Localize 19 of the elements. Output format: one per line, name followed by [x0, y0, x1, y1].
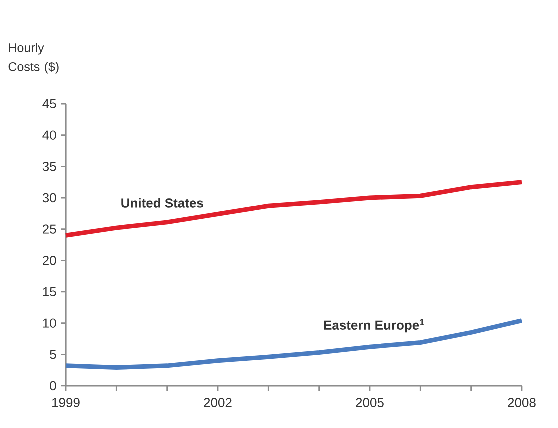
y-tick-label: 40: [42, 130, 56, 140]
x-tick-label: 2008: [508, 398, 536, 408]
series-label: United States: [122, 198, 204, 208]
series-label: Eastern Europe$^{1}$: [324, 319, 424, 333]
y-tick-label: 5: [50, 350, 56, 360]
x-tick-label: 2005: [356, 398, 384, 408]
y-tick-label: 0: [50, 381, 56, 391]
y-tick-label: 20: [43, 256, 56, 266]
y-tick-label: 25: [43, 224, 56, 234]
y-tick-label: 15: [43, 287, 56, 297]
y-tick-label: 35: [42, 162, 56, 172]
line-series: [64, 318, 524, 370]
y-tick-label: 10: [43, 318, 56, 328]
x-tick-label: 1999: [52, 398, 80, 408]
y-tick-label: 30: [42, 193, 56, 203]
line-series: [64, 180, 524, 238]
y-axis-title: Hourly Costs ($): [8, 43, 59, 74]
y-tick-label: 45: [42, 99, 56, 109]
x-tick-label: 2002: [204, 398, 232, 408]
